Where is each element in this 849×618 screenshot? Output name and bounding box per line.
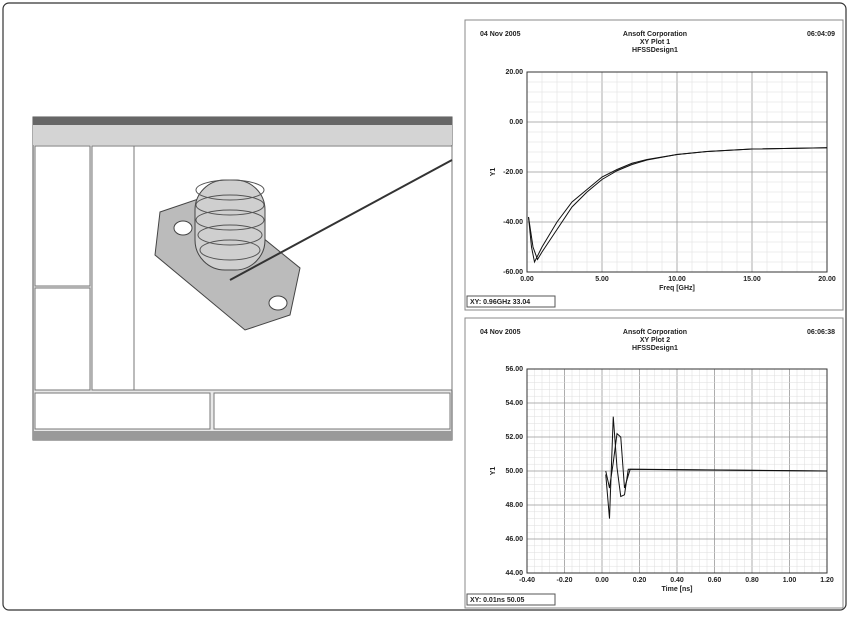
panel	[465, 20, 843, 310]
panel	[465, 318, 843, 608]
cursor-readout: XY: 0.01ns 50.05	[470, 597, 524, 604]
y-tick-label: -60.00	[503, 269, 523, 276]
y-tick-label: 20.00	[505, 69, 523, 76]
figure: 04 Nov 200506:04:09Ansoft CorporationXY …	[0, 0, 849, 613]
x-tick-label: 0.00	[595, 577, 609, 584]
y-tick-label: 50.00	[505, 468, 523, 475]
date: 04 Nov 2005	[480, 329, 521, 336]
y-axis-label: Y1	[490, 168, 497, 177]
y-tick-label: 48.00	[505, 502, 523, 509]
chart-subtitle: XY Plot 2	[640, 337, 670, 344]
y-tick-label: 46.00	[505, 536, 523, 543]
design-name: HFSSDesign1	[632, 47, 678, 54]
y-tick-label: 44.00	[505, 570, 523, 577]
chart-title: Ansoft Corporation	[623, 329, 687, 336]
title-bar	[33, 117, 452, 125]
x-tick-label: 10.00	[668, 276, 686, 283]
message-panel	[35, 393, 210, 429]
x-tick-label: 0.40	[670, 577, 684, 584]
x-tick-label: -0.40	[519, 577, 535, 584]
chart-subtitle: XY Plot 1	[640, 39, 670, 46]
x-tick-label: 0.20	[633, 577, 647, 584]
x-tick-label: 5.00	[595, 276, 609, 283]
y-axis-label: Y1	[490, 467, 497, 476]
x-tick-label: -0.20	[557, 577, 573, 584]
y-tick-label: 56.00	[505, 366, 523, 373]
design-name: HFSSDesign1	[632, 345, 678, 352]
x-tick-label: 15.00	[743, 276, 761, 283]
x-tick-label: 1.00	[783, 577, 797, 584]
software-screenshot	[33, 117, 452, 440]
hole	[174, 221, 192, 235]
date: 04 Nov 2005	[480, 31, 521, 38]
x-tick-label: 20.00	[818, 276, 836, 283]
y-tick-label: 54.00	[505, 400, 523, 407]
taskbar	[33, 431, 452, 440]
time: 06:06:38	[807, 329, 835, 336]
chart-title: Ansoft Corporation	[623, 31, 687, 38]
model-tree	[92, 146, 134, 390]
x-tick-label: 0.60	[708, 577, 722, 584]
properties	[35, 288, 90, 390]
x-axis-label: Time [ns]	[662, 586, 693, 593]
x-tick-label: 0.80	[745, 577, 759, 584]
y-tick-label: -40.00	[503, 219, 523, 226]
time: 06:04:09	[807, 31, 835, 38]
y-tick-label: -20.00	[503, 169, 523, 176]
toolbar	[33, 125, 452, 145]
y-tick-label: 52.00	[505, 434, 523, 441]
cursor-readout: XY: 0.96GHz 33.04	[470, 299, 530, 306]
project-tree	[35, 146, 90, 286]
x-tick-label: 0.00	[520, 276, 534, 283]
y-tick-label: 0.00	[509, 119, 523, 126]
progress-panel	[214, 393, 450, 429]
hole	[269, 296, 287, 310]
x-tick-label: 1.20	[820, 577, 834, 584]
x-axis-label: Freq [GHz]	[659, 285, 695, 292]
